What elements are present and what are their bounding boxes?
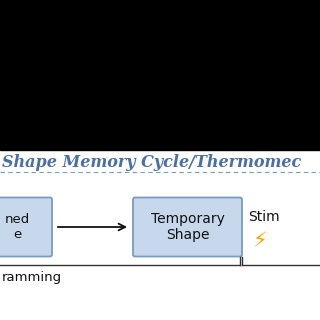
- Text: Temporary
Shape: Temporary Shape: [151, 212, 224, 242]
- Text: Shape Memory Cycle/Thermomec: Shape Memory Cycle/Thermomec: [2, 154, 301, 171]
- Text: Stim: Stim: [248, 210, 280, 224]
- Text: ramming: ramming: [2, 270, 62, 284]
- FancyBboxPatch shape: [133, 197, 242, 257]
- Bar: [0, 0, 320, 150]
- Bar: [0, 150, 320, 320]
- Text: ⚡: ⚡: [253, 231, 267, 251]
- FancyBboxPatch shape: [0, 197, 52, 257]
- Text: ned
e: ned e: [5, 213, 30, 241]
